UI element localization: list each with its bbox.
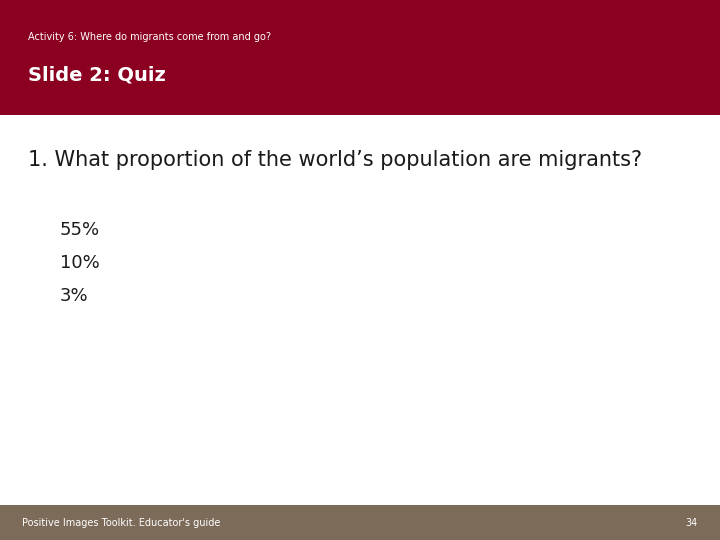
Bar	[0, 505, 720, 540]
Text: Positive Images Toolkit. Educator's guide: Positive Images Toolkit. Educator's guid…	[22, 518, 220, 528]
Text: 34: 34	[685, 518, 698, 528]
Text: Slide 2: Quiz: Slide 2: Quiz	[28, 65, 166, 84]
Text: 1. What proportion of the world’s population are migrants?: 1. What proportion of the world’s popula…	[28, 150, 642, 170]
Text: 3%: 3%	[60, 287, 89, 305]
Text: Activity 6: Where do migrants come from and go?: Activity 6: Where do migrants come from …	[28, 32, 271, 42]
Text: 10%: 10%	[60, 254, 100, 272]
Text: 55%: 55%	[60, 221, 100, 239]
Bar	[0, 0, 720, 115]
